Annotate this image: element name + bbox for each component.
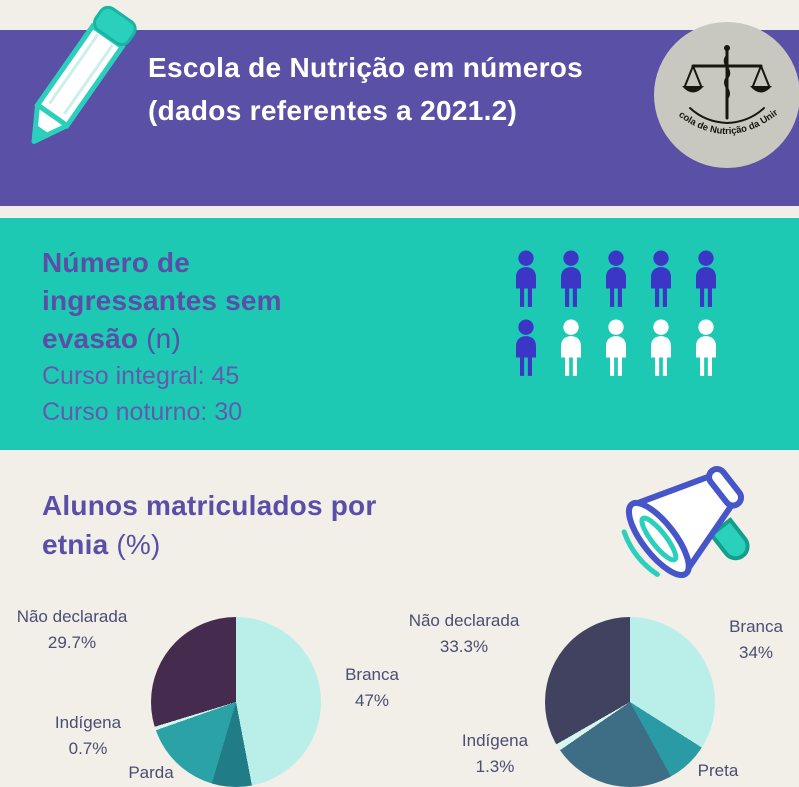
etnia-heading-line1: Alunos matriculados por <box>42 490 377 521</box>
page-title: Escola de Nutrição em números (dados ref… <box>148 46 583 133</box>
ingressantes-heading-line1: Número de <box>42 247 191 278</box>
label-right-branca: Branca 34% <box>714 614 798 665</box>
label-left-branca: Branca 47% <box>320 662 424 713</box>
ingressantes-heading: Número de ingressantes sem evasão (n) <box>42 244 282 357</box>
ingressantes-stats: Curso integral: 45 Curso noturno: 30 <box>42 358 242 431</box>
pencil-icon <box>0 4 162 156</box>
heading-bold-part: etnia <box>42 529 109 561</box>
label-value: 47% <box>354 690 390 710</box>
person-icon-filled <box>641 250 681 307</box>
label-value: 29.7% <box>47 632 97 652</box>
etnia-heading-line2: etnia (%) <box>42 525 376 564</box>
person-icon-filled <box>551 250 591 307</box>
person-icon-filled <box>596 250 636 307</box>
page-title-line1: Escola de Nutrição em números <box>148 52 584 83</box>
label-value: 1.3% <box>475 756 515 776</box>
person-icon-filled <box>686 250 726 307</box>
label-value: 0.7% <box>68 738 108 758</box>
person-icon-empty <box>641 319 681 376</box>
label-right-preta: Preta <box>676 758 760 784</box>
ingressantes-heading-line3: evasão (n) <box>42 320 282 358</box>
person-icon-empty <box>596 319 636 376</box>
label-text: Branca <box>345 665 399 684</box>
label-text: Parda <box>128 763 174 782</box>
label-value: 34% <box>738 642 774 662</box>
label-right-nao-declarada: Não declarada 33.3% <box>394 608 534 659</box>
ingressantes-heading-line2: ingressantes sem <box>42 284 282 316</box>
label-text: Preta <box>697 761 739 780</box>
etnia-heading: Alunos matriculados por etnia (%) <box>42 486 376 564</box>
person-icon-filled <box>506 250 546 307</box>
megaphone-icon <box>608 428 788 603</box>
label-left-parda: Parda <box>96 760 206 786</box>
students-pictogram <box>506 250 726 376</box>
label-text: Não declarada <box>408 611 520 630</box>
person-icon-filled <box>506 319 546 376</box>
person-icon-empty <box>686 319 726 376</box>
school-logo: Escola de Nutrição da Unirio <box>649 12 799 170</box>
label-text: Branca <box>729 617 783 636</box>
scales-icon <box>684 48 770 124</box>
pie-chart-left <box>151 617 321 787</box>
person-icon-empty <box>551 319 591 376</box>
label-text: Indígena <box>461 731 529 750</box>
stat-curso-noturno: Curso noturno: 30 <box>42 398 243 427</box>
label-left-indigena: Indígena 0.7% <box>28 710 148 761</box>
label-value: 33.3% <box>439 636 489 656</box>
label-right-indigena: Indígena 1.3% <box>440 728 550 779</box>
heading-suffix: (%) <box>116 529 161 561</box>
page-title-line2: (dados referentes a 2021.2) <box>148 95 518 127</box>
label-text: Indígena <box>54 713 122 732</box>
label-text: Não declarada <box>16 607 128 626</box>
heading-suffix: (n) <box>146 322 181 354</box>
pie-chart-right <box>545 617 715 787</box>
label-left-nao-declarada: Não declarada 29.7% <box>2 604 142 655</box>
heading-bold-part: evasão <box>42 322 139 354</box>
stat-curso-integral: Curso integral: 45 <box>42 362 240 390</box>
